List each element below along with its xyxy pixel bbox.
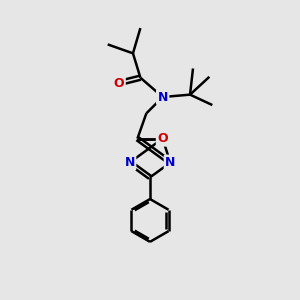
Text: N: N [165, 156, 176, 169]
Text: O: O [157, 132, 168, 145]
Text: O: O [114, 76, 124, 90]
Text: N: N [124, 156, 135, 169]
Text: N: N [158, 91, 168, 103]
